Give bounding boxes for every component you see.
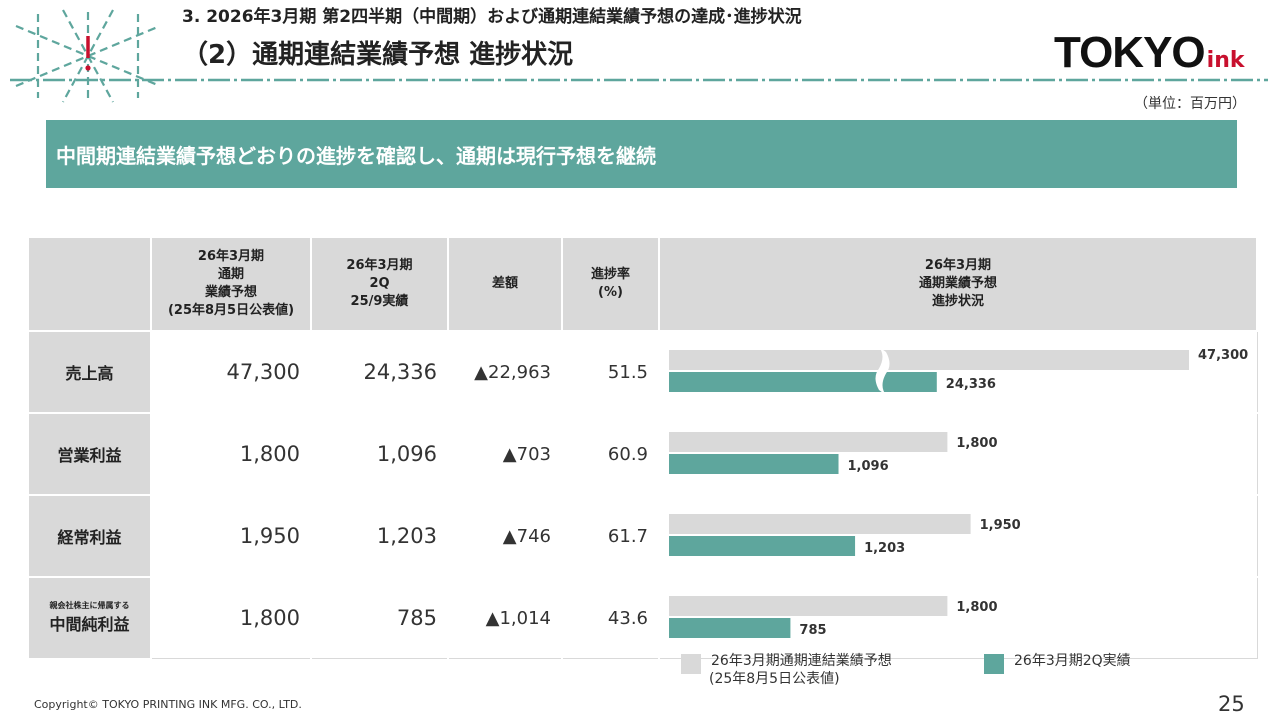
header-forecast-line: 26年3月期 xyxy=(197,249,265,264)
progress-rate-value: 51.5 xyxy=(561,330,660,414)
row-label: 親会社株主に帰属する 中間純利益 xyxy=(27,576,152,660)
legend-forecast-line2: (25年8月5日公表値) xyxy=(709,671,840,687)
header-actual-line: 2Q xyxy=(369,276,390,291)
table-row: 売上高 47,300 24,336 ▲22,963 51.5 47,300 24,… xyxy=(27,330,1258,414)
progress-chart-cell: 1,800 785 xyxy=(658,576,1258,659)
forecast-data-label: 1,800 xyxy=(956,436,997,451)
actual-bar xyxy=(669,372,937,392)
forecast-data-label: 1,950 xyxy=(980,518,1021,533)
header-actual-line: 25/9実績 xyxy=(350,294,409,309)
row-label: 経常利益 xyxy=(27,494,152,578)
sparkle-logo-icon xyxy=(15,9,161,103)
header-actual: 26年3月期 2Q 25/9実績 xyxy=(310,236,449,332)
section-title: 3. 2026年3月期 第2四半期（中間期）および通期連結業績予想の達成･進捗状… xyxy=(182,7,802,27)
actual-data-label: 24,336 xyxy=(946,377,996,392)
forecast-bar xyxy=(669,432,948,452)
row-label-text: 営業利益 xyxy=(57,446,122,465)
difference-value: ▲22,963 xyxy=(447,330,563,414)
actual-bar xyxy=(669,618,791,638)
unit-note: （単位：百万円） xyxy=(1134,96,1246,112)
forecast-bar xyxy=(669,596,948,616)
legend-forecast-line1: 26年3月期通期連結業績予想 xyxy=(711,653,892,669)
progress-chart-cell: 1,800 1,096 xyxy=(658,412,1258,496)
brand-logo: TOKYOink xyxy=(1054,28,1245,78)
row-label-text: 売上高 xyxy=(65,364,114,383)
forecast-value: 1,950 xyxy=(150,494,312,578)
row-label-text: 中間純利益 xyxy=(49,614,130,634)
actual-value: 1,203 xyxy=(310,494,449,578)
header-difference: 差額 xyxy=(447,236,563,332)
header-forecast: 26年3月期 通期 業績予想 (25年8月5日公表値) xyxy=(150,236,312,332)
progress-rate-value: 60.9 xyxy=(561,412,660,496)
row-label: 営業利益 xyxy=(27,412,152,496)
header-rate-line: 進捗率 xyxy=(590,267,630,282)
legend-swatch-forecast xyxy=(681,654,701,674)
forecast-bar xyxy=(669,350,1189,370)
actual-bar xyxy=(669,536,856,556)
legend-swatch-actual xyxy=(984,654,1004,674)
actual-value: 785 xyxy=(310,576,449,659)
progress-bars: 1,950 1,203 xyxy=(669,514,1021,556)
table-row: 営業利益 1,800 1,096 ▲703 60.9 1,800 1,096 xyxy=(27,412,1258,496)
header-chart-line: 通期業績予想 xyxy=(918,276,997,291)
page-number: 25 xyxy=(1218,692,1245,716)
forecast-value: 1,800 xyxy=(150,576,312,659)
forecast-value: 47,300 xyxy=(150,330,312,414)
progress-rate-value: 61.7 xyxy=(561,494,660,578)
forecast-bar xyxy=(669,514,971,534)
header-divider xyxy=(10,78,1268,82)
progress-bars: 1,800 785 xyxy=(669,596,998,638)
row-label: 売上高 xyxy=(27,330,152,414)
brand-name: TOKYO xyxy=(1054,28,1206,77)
progress-table: 26年3月期 通期 業績予想 (25年8月5日公表値) 26年3月期 2Q 25… xyxy=(27,236,1258,660)
forecast-data-label: 47,300 xyxy=(1198,348,1248,363)
table-row: 経常利益 1,950 1,203 ▲746 61.7 1,950 1,203 xyxy=(27,494,1258,578)
actual-data-label: 1,096 xyxy=(848,459,889,474)
progress-rate-value: 43.6 xyxy=(561,576,660,659)
actual-bar xyxy=(669,454,839,474)
header-forecast-line: (25年8月5日公表値) xyxy=(167,303,295,318)
legend-actual-label: 26年3月期2Q実績 xyxy=(1014,653,1131,669)
actual-value: 1,096 xyxy=(310,412,449,496)
header-progress-chart: 26年3月期 通期業績予想 進捗状況 xyxy=(658,236,1258,332)
brand-sub: ink xyxy=(1206,48,1245,73)
difference-value: ▲1,014 xyxy=(447,576,563,659)
header-rate-line: (%) xyxy=(598,285,623,300)
actual-value: 24,336 xyxy=(310,330,449,414)
header-chart-line: 26年3月期 xyxy=(924,258,992,273)
axis-break xyxy=(875,347,890,395)
row-label-prefix: 親会社株主に帰属する xyxy=(49,600,130,610)
progress-bars: 47,300 24,336 xyxy=(669,347,1248,395)
copyright: Copyright© TOKYO PRINTING INK MFG. CO., … xyxy=(34,698,302,711)
header-progress-rate: 進捗率 (%) xyxy=(561,236,660,332)
difference-value: ▲746 xyxy=(447,494,563,578)
row-label-text: 経常利益 xyxy=(57,528,122,547)
table-row: 親会社株主に帰属する 中間純利益 1,800 785 ▲1,014 43.6 1… xyxy=(27,576,1258,660)
page-title: （2）通期連結業績予想 進捗状況 xyxy=(182,40,574,70)
header-corner xyxy=(27,236,152,332)
forecast-data-label: 1,800 xyxy=(956,600,997,615)
forecast-value: 1,800 xyxy=(150,412,312,496)
summary-banner: 中間期連結業績予想どおりの進捗を確認し、通期は現行予想を継続 xyxy=(46,120,1237,188)
legend-actual: 26年3月期2Q実績 xyxy=(984,652,1131,674)
legend-forecast: 26年3月期通期連結業績予想 (25年8月5日公表値) xyxy=(681,652,892,688)
progress-chart-cell: 1,950 1,203 xyxy=(658,494,1258,578)
header-forecast-line: 通期 xyxy=(217,267,244,282)
header-chart-line: 進捗状況 xyxy=(931,294,984,309)
actual-data-label: 785 xyxy=(799,623,826,638)
difference-value: ▲703 xyxy=(447,412,563,496)
progress-chart-cell: 47,300 24,336 xyxy=(658,330,1258,414)
header-forecast-line: 業績予想 xyxy=(204,285,257,300)
header-actual-line: 26年3月期 xyxy=(346,258,413,273)
progress-bars: 1,800 1,096 xyxy=(669,432,998,474)
actual-data-label: 1,203 xyxy=(864,541,905,556)
